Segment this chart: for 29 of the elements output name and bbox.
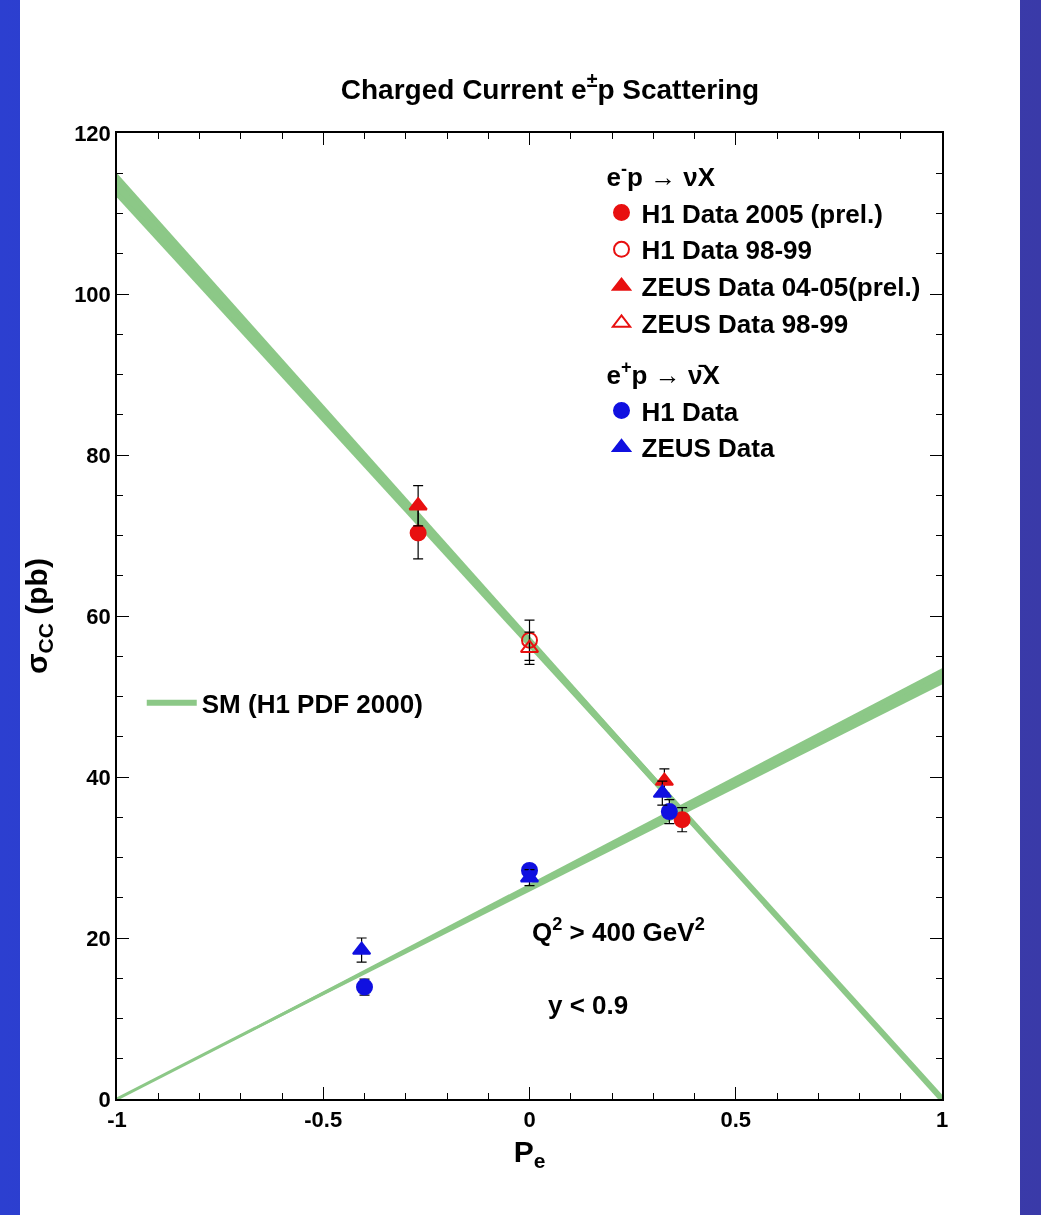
x-tick-label: 0 xyxy=(523,1107,536,1133)
legend-label: ZEUS Data 04-05(prel.) xyxy=(641,272,921,303)
point xyxy=(408,497,428,511)
y-tick-label: 100 xyxy=(74,281,111,307)
point xyxy=(409,524,427,542)
annotation: Q$^{2}$ > 400 GeV$^{2}$ xyxy=(532,914,705,947)
annotation: e$^{-}$p → νX xyxy=(606,158,716,192)
x-tick-label: 1 xyxy=(935,1107,949,1133)
annotation: e$^{+}$p → ν̄X xyxy=(606,356,721,390)
point xyxy=(673,811,691,829)
annotation: y < 0.9 xyxy=(548,990,629,1020)
y-tick-label: 20 xyxy=(86,925,111,951)
x-tick-label: 0.5 xyxy=(720,1107,752,1133)
legend-label: H1 Data 2005 (prel.) xyxy=(641,198,883,229)
y-tick-label: 120 xyxy=(74,120,111,146)
legend-label: ZEUS Data 98-99 xyxy=(641,309,849,340)
legend-label: H1 Data 98-99 xyxy=(641,235,813,266)
point xyxy=(660,803,678,821)
y-tick-label: 80 xyxy=(86,442,111,468)
point xyxy=(652,784,672,798)
legend-label: H1 Data xyxy=(641,396,739,427)
y-tick-label: 40 xyxy=(86,764,111,790)
point xyxy=(521,631,538,649)
chart-title: Charged Current e$^{±}$p Scattering xyxy=(340,68,760,105)
y-tick-label: 60 xyxy=(86,603,111,629)
legend-label: SM (H1 PDF 2000) xyxy=(201,688,423,719)
x-tick-label: -0.5 xyxy=(304,1107,343,1133)
legend-label: ZEUS Data xyxy=(641,433,775,464)
x-axis-title: P$_{e}$ xyxy=(513,1135,546,1173)
